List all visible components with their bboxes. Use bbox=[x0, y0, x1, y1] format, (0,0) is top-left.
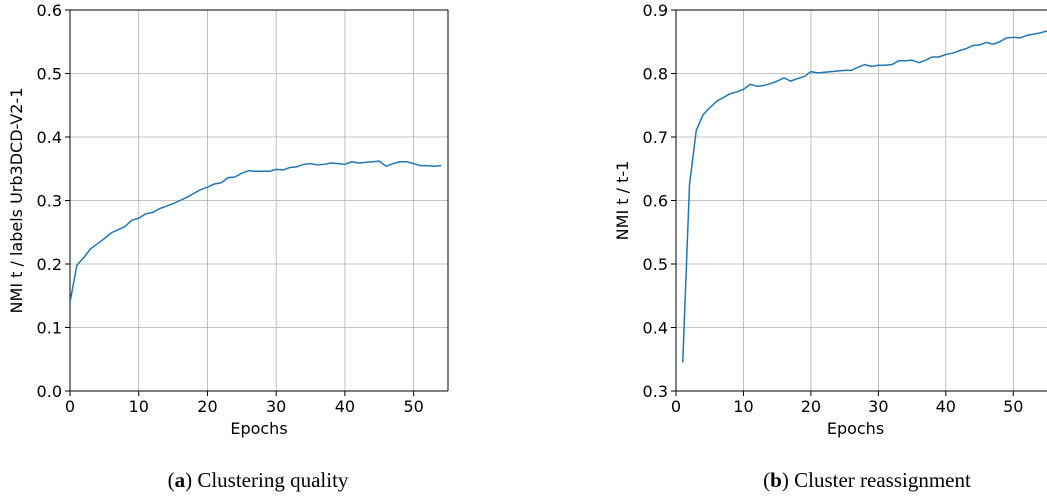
chart-panel-b: 0 10 20 30 40 50 0.3 0.4 0.5 0.6 0.7 0.8 0.9 Epochs NM… bbox=[613, 1, 1047, 492]
y-axis-label: NMI t / labels Urb3DCD-V2-1 bbox=[7, 88, 26, 314]
x-tick-label: 40 bbox=[936, 397, 956, 416]
x-axis-label: Epochs bbox=[827, 419, 884, 438]
x-tick-label: 50 bbox=[403, 397, 423, 416]
y-tick-label: 0.6 bbox=[643, 192, 668, 211]
caption-text: Clustering quality bbox=[197, 468, 349, 492]
x-tick-label: 10 bbox=[129, 397, 149, 416]
x-tick-label: 0 bbox=[671, 397, 681, 416]
chart-panel-a: 0 10 20 30 40 50 0.0 0.1 0.2 0.3 0.4 0.5 0.6 Epochs NM… bbox=[7, 1, 449, 492]
y-axis-label: NMI t / t-1 bbox=[613, 161, 632, 241]
y-tick-label: 0.7 bbox=[643, 128, 668, 147]
x-tick-label: 10 bbox=[733, 397, 753, 416]
subfigure-caption: (a) Clustering quality bbox=[168, 468, 349, 492]
y-tick-label: 0.4 bbox=[37, 128, 62, 147]
series-line bbox=[70, 160, 442, 303]
y-tick-label: 0.1 bbox=[37, 319, 62, 338]
y-tick-label: 0.5 bbox=[643, 255, 668, 274]
y-tick-label: 0.6 bbox=[37, 1, 62, 20]
y-tick-label: 0.3 bbox=[643, 382, 668, 401]
x-tick-label: 40 bbox=[335, 397, 355, 416]
y-tick-label: 0.8 bbox=[643, 65, 668, 84]
y-tick-label: 0.4 bbox=[643, 319, 668, 338]
x-tick-label: 30 bbox=[266, 397, 286, 416]
caption-text: Cluster reassignment bbox=[794, 468, 971, 492]
x-axis-label: Epochs bbox=[230, 419, 287, 438]
x-tick-label: 50 bbox=[1003, 397, 1023, 416]
y-tick-label: 0.3 bbox=[37, 192, 62, 211]
subfigure-caption: (b) Cluster reassignment bbox=[763, 468, 971, 492]
series-line bbox=[682, 30, 1047, 363]
x-tick-label: 30 bbox=[868, 397, 888, 416]
caption-tag: b bbox=[770, 468, 782, 492]
y-tick-label: 0.9 bbox=[643, 1, 668, 20]
y-tick-label: 0.2 bbox=[37, 255, 62, 274]
y-tick-label: 0.0 bbox=[37, 382, 62, 401]
y-tick-label: 0.5 bbox=[37, 65, 62, 84]
x-tick-label: 20 bbox=[197, 397, 217, 416]
x-tick-label: 20 bbox=[801, 397, 821, 416]
caption-tag: a bbox=[175, 468, 186, 492]
x-tick-label: 0 bbox=[65, 397, 75, 416]
